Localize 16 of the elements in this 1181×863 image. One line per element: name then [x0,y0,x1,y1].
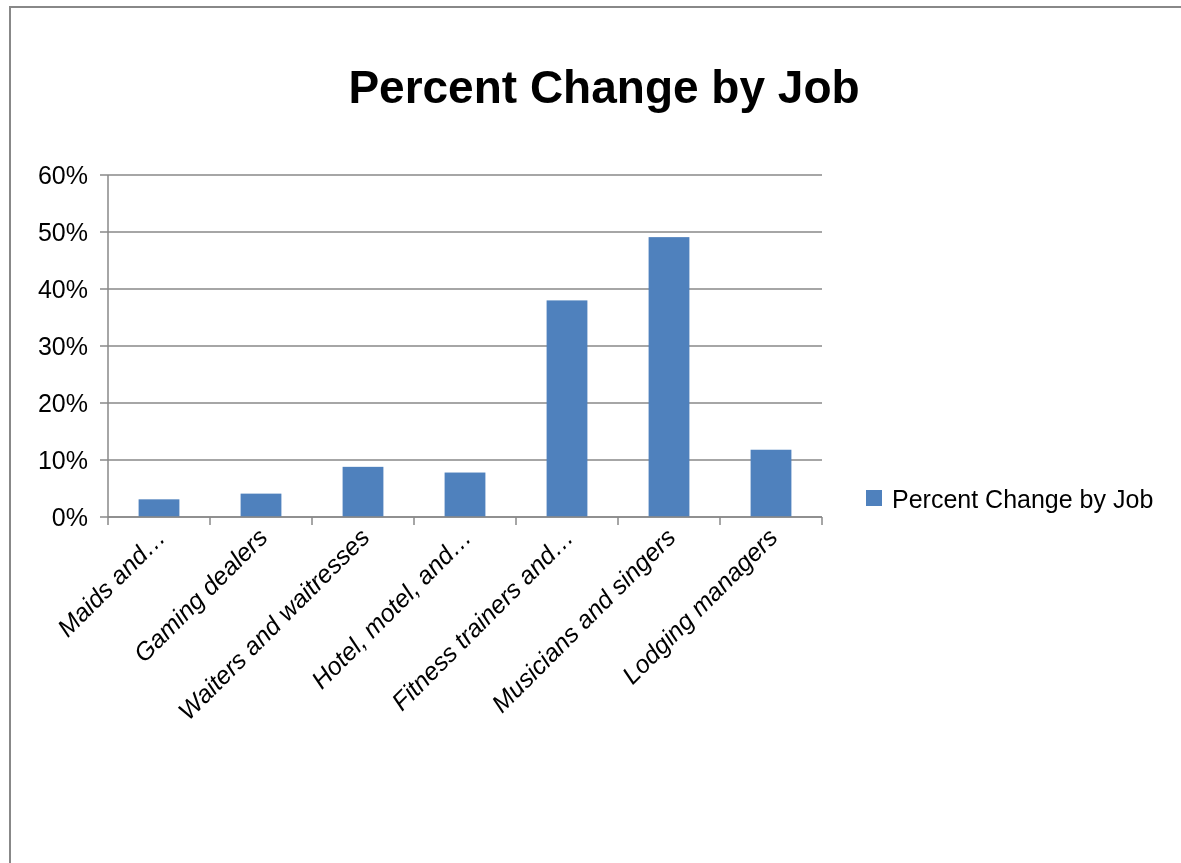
bar [648,237,690,517]
y-tick-label: 10% [37,445,88,474]
bar [750,449,792,517]
bar [546,300,588,517]
chart-title: Percent Change by Job [348,61,860,113]
y-tick-label: 0% [51,502,88,531]
y-tick-label: 20% [37,388,88,417]
bar [342,466,384,517]
legend-label: Percent Change by Job [892,484,1154,513]
y-tick-label: 50% [37,217,88,246]
bar [138,499,180,517]
bar [240,493,282,517]
y-tick-label: 40% [37,274,88,303]
y-tick-label: 30% [37,331,88,360]
y-tick-label: 60% [37,160,88,189]
bar [444,472,486,517]
